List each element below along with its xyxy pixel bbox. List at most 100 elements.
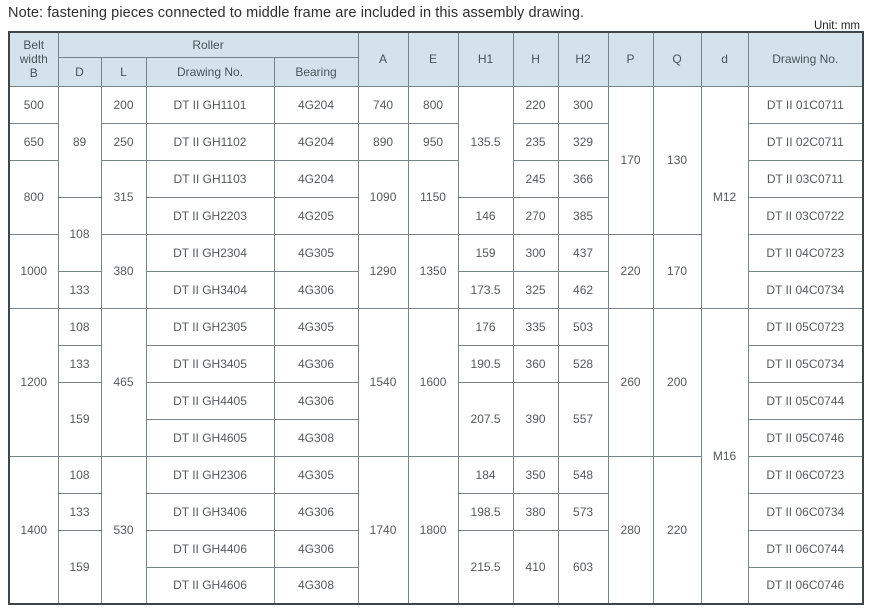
col-header-e: E [407,31,459,87]
cell-h2: 573 [557,492,609,531]
cell-bearing: 4G306 [273,344,359,383]
cell-q: 130 [652,85,702,235]
cell-thread-d: M12 [700,85,749,309]
cell-h1: 190.5 [457,344,514,383]
cell-bearing: 4G305 [273,307,359,346]
cell-p: 220 [607,233,654,309]
cell-h1: 135.5 [457,85,514,198]
cell-h: 325 [512,270,559,309]
cell-assembly-drawing-no: DT II 05C0723 [747,307,864,346]
table-row: 133 DT II GH3406 4G306 198.5 380 573 DT … [9,492,864,531]
cell-roller-diameter: 159 [57,529,102,605]
cell-h: 235 [512,122,559,161]
col-header-thread-d: d [700,31,749,87]
cell-roller-length: 465 [100,307,147,457]
cell-h2: 329 [557,122,609,161]
unit-label: Unit: mm [814,20,860,32]
cell-roller-length: 315 [100,159,147,235]
cell-belt-width: 1200 [8,307,59,457]
cell-roller-diameter: 133 [57,344,102,383]
table-row: 650 250 DT II GH1102 4G204 890 950 235 3… [8,122,864,161]
cell-roller-drawing-no: DT II GH4406 [145,529,275,568]
cell-belt-width: 1400 [8,455,59,605]
cell-p: 170 [607,85,654,235]
table-header: Belt width B Roller A E H1 H H2 P Q d Dr… [8,31,864,87]
cell-bearing: 4G306 [273,381,359,420]
cell-roller-length: 380 [100,233,147,309]
cell-h2: 557 [557,381,609,457]
cell-roller-length: 250 [100,122,147,161]
roller-spec-table: Belt width B Roller A E H1 H H2 P Q d Dr… [8,31,865,605]
cell-roller-drawing-no: DT II GH3406 [145,492,275,531]
cell-h: 410 [512,529,559,605]
table-row: 133 DT II GH3404 4G306 173.5 325 462 DT … [9,270,864,309]
col-header-belt-width: Belt width B [8,31,59,87]
cell-roller-drawing-no: DT II GH2304 [145,233,275,272]
col-header-roller-drawing-no: Drawing No. [145,56,275,87]
cell-roller-drawing-no: DT II GH3405 [145,344,275,383]
cell-bearing: 4G306 [273,529,359,568]
cell-a: 1540 [357,307,409,457]
cell-assembly-drawing-no: DT II 05C0734 [747,344,864,383]
cell-e: 1600 [407,307,459,457]
cell-q: 170 [652,233,702,309]
cell-h2: 603 [557,529,609,605]
col-header-roller-d: D [57,56,102,87]
cell-e: 1800 [407,455,459,605]
cell-h2: 528 [557,344,609,383]
cell-roller-drawing-no: DT II GH3404 [145,270,275,309]
cell-assembly-drawing-no: DT II 03C0722 [747,196,864,235]
cell-roller-drawing-no: DT II GH4405 [145,381,275,420]
cell-q: 200 [652,307,702,457]
cell-bearing: 4G306 [273,270,359,309]
cell-h: 270 [512,196,559,235]
cell-a: 1090 [357,159,409,235]
table-row: 159 DT II GH4406 4G306 215.5 410 603 DT … [9,529,864,605]
col-header-bearing: Bearing [273,56,359,87]
cell-h: 390 [512,381,559,457]
cell-h: 380 [512,492,559,531]
cell-h2: 437 [557,233,609,272]
col-header-h: H [512,31,559,87]
note-text: Note: fastening pieces connected to midd… [8,5,585,21]
cell-bearing: 4G305 [273,455,359,494]
table-row: DT II GH4606 4G308 DT II 06C0746 [9,566,864,605]
cell-belt-width: 1000 [8,233,59,309]
cell-a: 1290 [357,233,409,309]
cell-roller-diameter: 108 [57,307,102,346]
cell-roller-drawing-no: DT II GH1102 [145,122,275,161]
cell-e: 800 [407,85,459,124]
cell-roller-diameter: 108 [57,455,102,494]
cell-assembly-drawing-no: DT II 02C0711 [747,122,864,161]
cell-assembly-drawing-no: DT II 01C0711 [747,85,864,124]
cell-h1: 176 [457,307,514,346]
cell-assembly-drawing-no: DT II 06C0734 [747,492,864,531]
cell-bearing: 4G204 [273,159,359,198]
cell-assembly-drawing-no: DT II 03C0711 [747,159,864,198]
cell-h2: 385 [557,196,609,235]
cell-assembly-drawing-no: DT II 06C0723 [747,455,864,494]
cell-h: 350 [512,455,559,494]
cell-bearing: 4G204 [273,122,359,161]
cell-assembly-drawing-no: DT II 05C0744 [747,381,864,420]
cell-bearing: 4G205 [273,196,359,235]
cell-roller-diameter: 133 [57,492,102,531]
cell-h2: 503 [557,307,609,346]
cell-a: 740 [357,85,409,124]
cell-h2: 462 [557,270,609,309]
cell-a: 890 [357,122,409,161]
cell-h1: 173.5 [457,270,514,309]
table-row: 1400 108 530 DT II GH2306 4G305 1740 180… [8,455,864,605]
col-header-h1: H1 [457,31,514,87]
table-row: 159 DT II GH4405 4G306 207.5 390 557 DT … [9,381,864,457]
cell-h2: 366 [557,159,609,198]
cell-roller-drawing-no: DT II GH1101 [145,85,275,124]
header-row-2: D L Drawing No. Bearing [9,56,863,87]
cell-bearing: 4G305 [273,233,359,272]
table-row: 133 DT II GH3405 4G306 190.5 360 528 DT … [9,344,864,383]
col-header-roller: Roller [57,31,359,58]
cell-belt-width: 800 [8,159,59,235]
cell-bearing: 4G308 [273,566,359,605]
cell-h1: 159 [457,233,514,272]
col-header-roller-l: L [100,56,147,87]
